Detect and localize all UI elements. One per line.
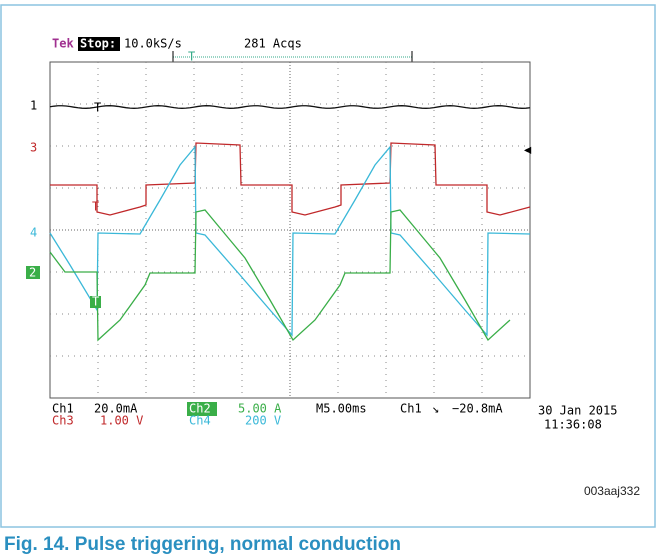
- ch2-name-box: [187, 402, 217, 416]
- trigger-slope: ↘: [432, 402, 439, 416]
- ch2-trigger: T: [92, 295, 99, 309]
- ch2-box: [26, 266, 40, 279]
- ch2-trace: [49, 209, 511, 342]
- ch1-scale: 20.0mA: [94, 402, 138, 416]
- trigger-position: T: [188, 50, 195, 64]
- caption: Fig. 14. Pulse triggering, normal conduc…: [4, 534, 401, 555]
- ch3-marker: 3: [30, 141, 37, 155]
- ch2-name: Ch2: [189, 402, 211, 416]
- level-arrow: ◀: [524, 143, 532, 157]
- date: 30 Jan 2015: [538, 404, 617, 418]
- trigger-source: Ch1: [400, 402, 422, 416]
- ch1-trace: [49, 105, 531, 109]
- ch2-trigger-box: [90, 296, 101, 308]
- ch1-trigger: T: [94, 101, 101, 115]
- ch2-marker: 2: [29, 266, 36, 280]
- time: 11:36:08: [544, 418, 602, 432]
- ch3-trigger: T: [92, 200, 99, 214]
- ch3-scale: 1.00 V: [100, 414, 143, 428]
- state: Stop:: [80, 37, 116, 51]
- ch4-scale: 200 V: [245, 414, 281, 428]
- ch1-name: Ch1: [52, 402, 74, 416]
- graticule: [49, 61, 531, 399]
- figure-frame: [0, 4, 656, 528]
- record-bar: [172, 51, 413, 62]
- ch3-trace: [50, 142, 531, 216]
- ch4-name: Ch4: [189, 414, 211, 428]
- sample-rate: 10.0kS/s: [124, 37, 182, 51]
- traces: [49, 105, 531, 342]
- ch1-marker: 1: [30, 99, 37, 113]
- ch4-trace: [49, 145, 531, 337]
- ch4-marker: 4: [30, 226, 37, 240]
- ch3-name: Ch3: [52, 414, 74, 428]
- stop-box: [78, 37, 120, 51]
- brand: Tek: [52, 37, 74, 51]
- figure-id: 003aaj332: [584, 484, 640, 498]
- timebase: M5.00ms: [316, 402, 367, 416]
- ch2-scale: 5.00 A: [238, 402, 282, 416]
- trigger-level: −20.8mA: [452, 402, 503, 416]
- acquisitions: 281 Acqs: [244, 37, 302, 51]
